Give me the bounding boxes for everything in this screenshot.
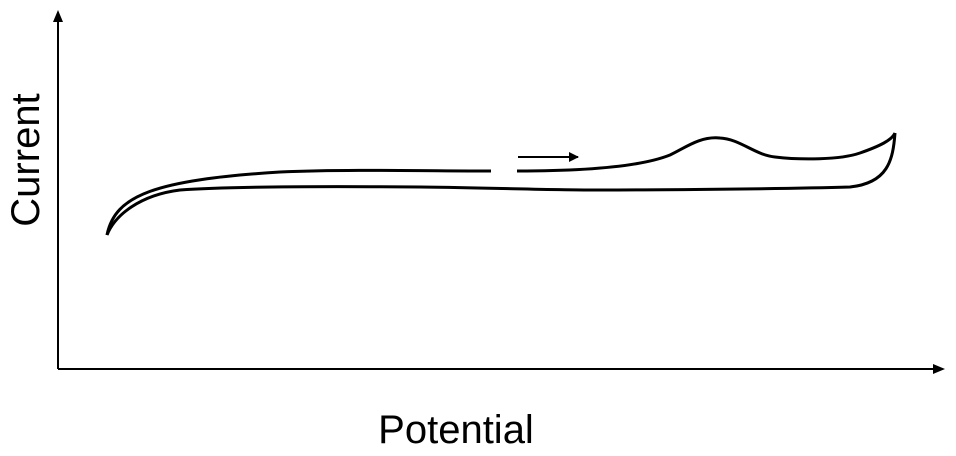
x-axis-label: Potential — [378, 408, 534, 452]
forward-scan-curve-left — [105, 168, 492, 236]
y-axis-arrowhead — [53, 10, 63, 22]
reverse-scan-curve — [105, 132, 897, 236]
forward-scan-curve-right — [516, 132, 897, 173]
y-axis-label: Current — [4, 93, 48, 227]
x-axis-arrowhead — [933, 364, 945, 374]
